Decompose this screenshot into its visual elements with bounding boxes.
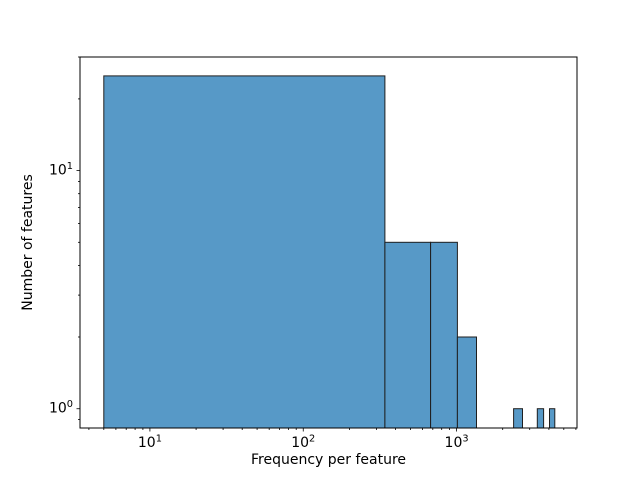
x-tick-label: 103 [445, 434, 469, 452]
y-axis-label: Number of features [20, 174, 36, 310]
plot-area: 101 102 103 100 101 [49, 56, 578, 452]
x-axis-label: Frequency per feature [251, 452, 406, 468]
x-tick-label: 102 [291, 434, 315, 452]
histogram-bar [430, 241, 458, 429]
histogram-bar [513, 408, 523, 429]
x-tick-label: 101 [138, 434, 162, 452]
histogram-bar [103, 75, 386, 429]
histogram-bar [456, 336, 477, 429]
y-tick-label: 101 [49, 161, 73, 179]
histogram-bar [536, 408, 545, 429]
histogram-bar [384, 241, 432, 429]
histogram-bar [549, 408, 556, 429]
y-tick-label: 100 [49, 399, 73, 417]
